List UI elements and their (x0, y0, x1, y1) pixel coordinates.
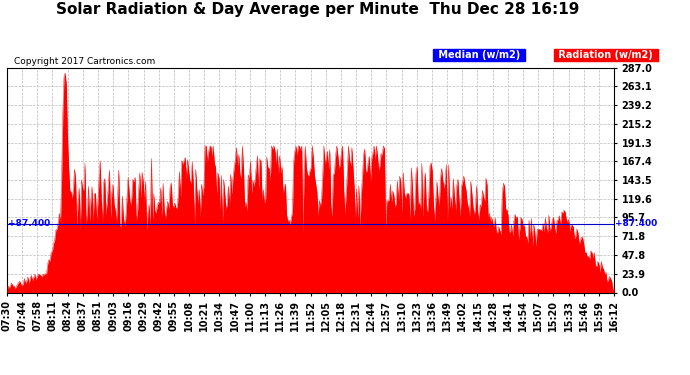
Text: Median (w/m2): Median (w/m2) (435, 50, 523, 60)
Text: Copyright 2017 Cartronics.com: Copyright 2017 Cartronics.com (14, 57, 155, 66)
Text: +87.400: +87.400 (8, 219, 50, 228)
Text: +87.400: +87.400 (615, 219, 657, 228)
Text: Solar Radiation & Day Average per Minute  Thu Dec 28 16:19: Solar Radiation & Day Average per Minute… (56, 2, 579, 17)
Text: Radiation (w/m2): Radiation (w/m2) (555, 50, 657, 60)
